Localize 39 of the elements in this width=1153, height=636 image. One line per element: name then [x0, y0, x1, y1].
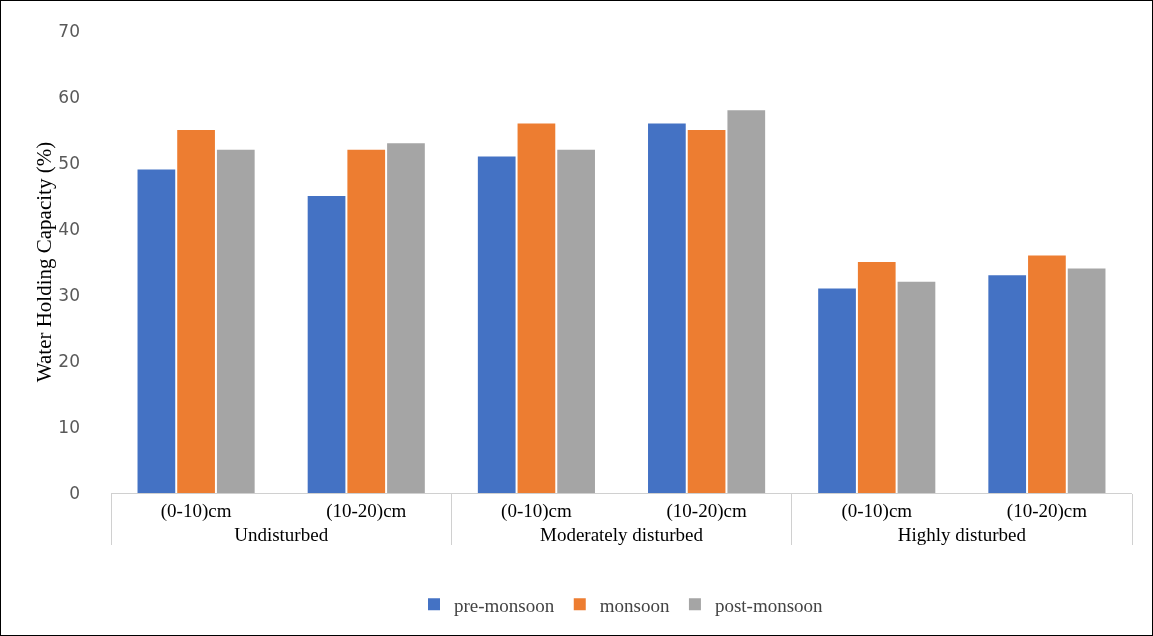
bar [307, 196, 346, 493]
y-tick-label: 70 [58, 20, 80, 41]
bar [477, 156, 516, 493]
y-tick-label: 30 [58, 284, 80, 305]
text: Undisturbed [234, 523, 329, 545]
legend-label: post-monsoon [714, 594, 824, 616]
bar [347, 149, 386, 493]
x-tick-label: (0-10)cm [841, 499, 913, 522]
legend-label: monsoon [599, 594, 670, 616]
y-axis-title: Water Holding Capacity (%) [32, 141, 57, 383]
bar [857, 262, 896, 493]
y-tick-label: 60 [58, 86, 80, 107]
y-tick-label: 50 [58, 152, 80, 173]
bar [137, 169, 176, 493]
bar [648, 123, 686, 493]
y-tick-label: 10 [58, 416, 80, 437]
bar [1028, 255, 1066, 493]
bar [818, 288, 856, 493]
bar [177, 130, 215, 493]
bar [557, 149, 595, 493]
y-tick-label: 40 [58, 218, 80, 239]
y-tick-label: 0 [69, 482, 80, 503]
x-tick-label: (0-10)cm [501, 499, 572, 522]
text: Moderately disturbed [539, 523, 704, 545]
bar [1067, 268, 1106, 493]
bar [387, 143, 425, 493]
x-tick-label: (10-20)cm [326, 499, 407, 522]
bar [687, 130, 726, 493]
text: Highly disturbed [897, 523, 1027, 545]
bar [988, 275, 1027, 493]
bar [897, 281, 936, 493]
x-tick-label: (0-10)cm [160, 499, 232, 522]
bar [216, 149, 255, 493]
bar [517, 123, 556, 493]
y-tick-label: 20 [58, 350, 80, 371]
bar [727, 110, 766, 493]
x-tick-label: (10-20)cm [666, 499, 747, 522]
legend-label: pre-monsoon [454, 594, 555, 616]
x-tick-label: (10-20)cm [1006, 499, 1088, 522]
